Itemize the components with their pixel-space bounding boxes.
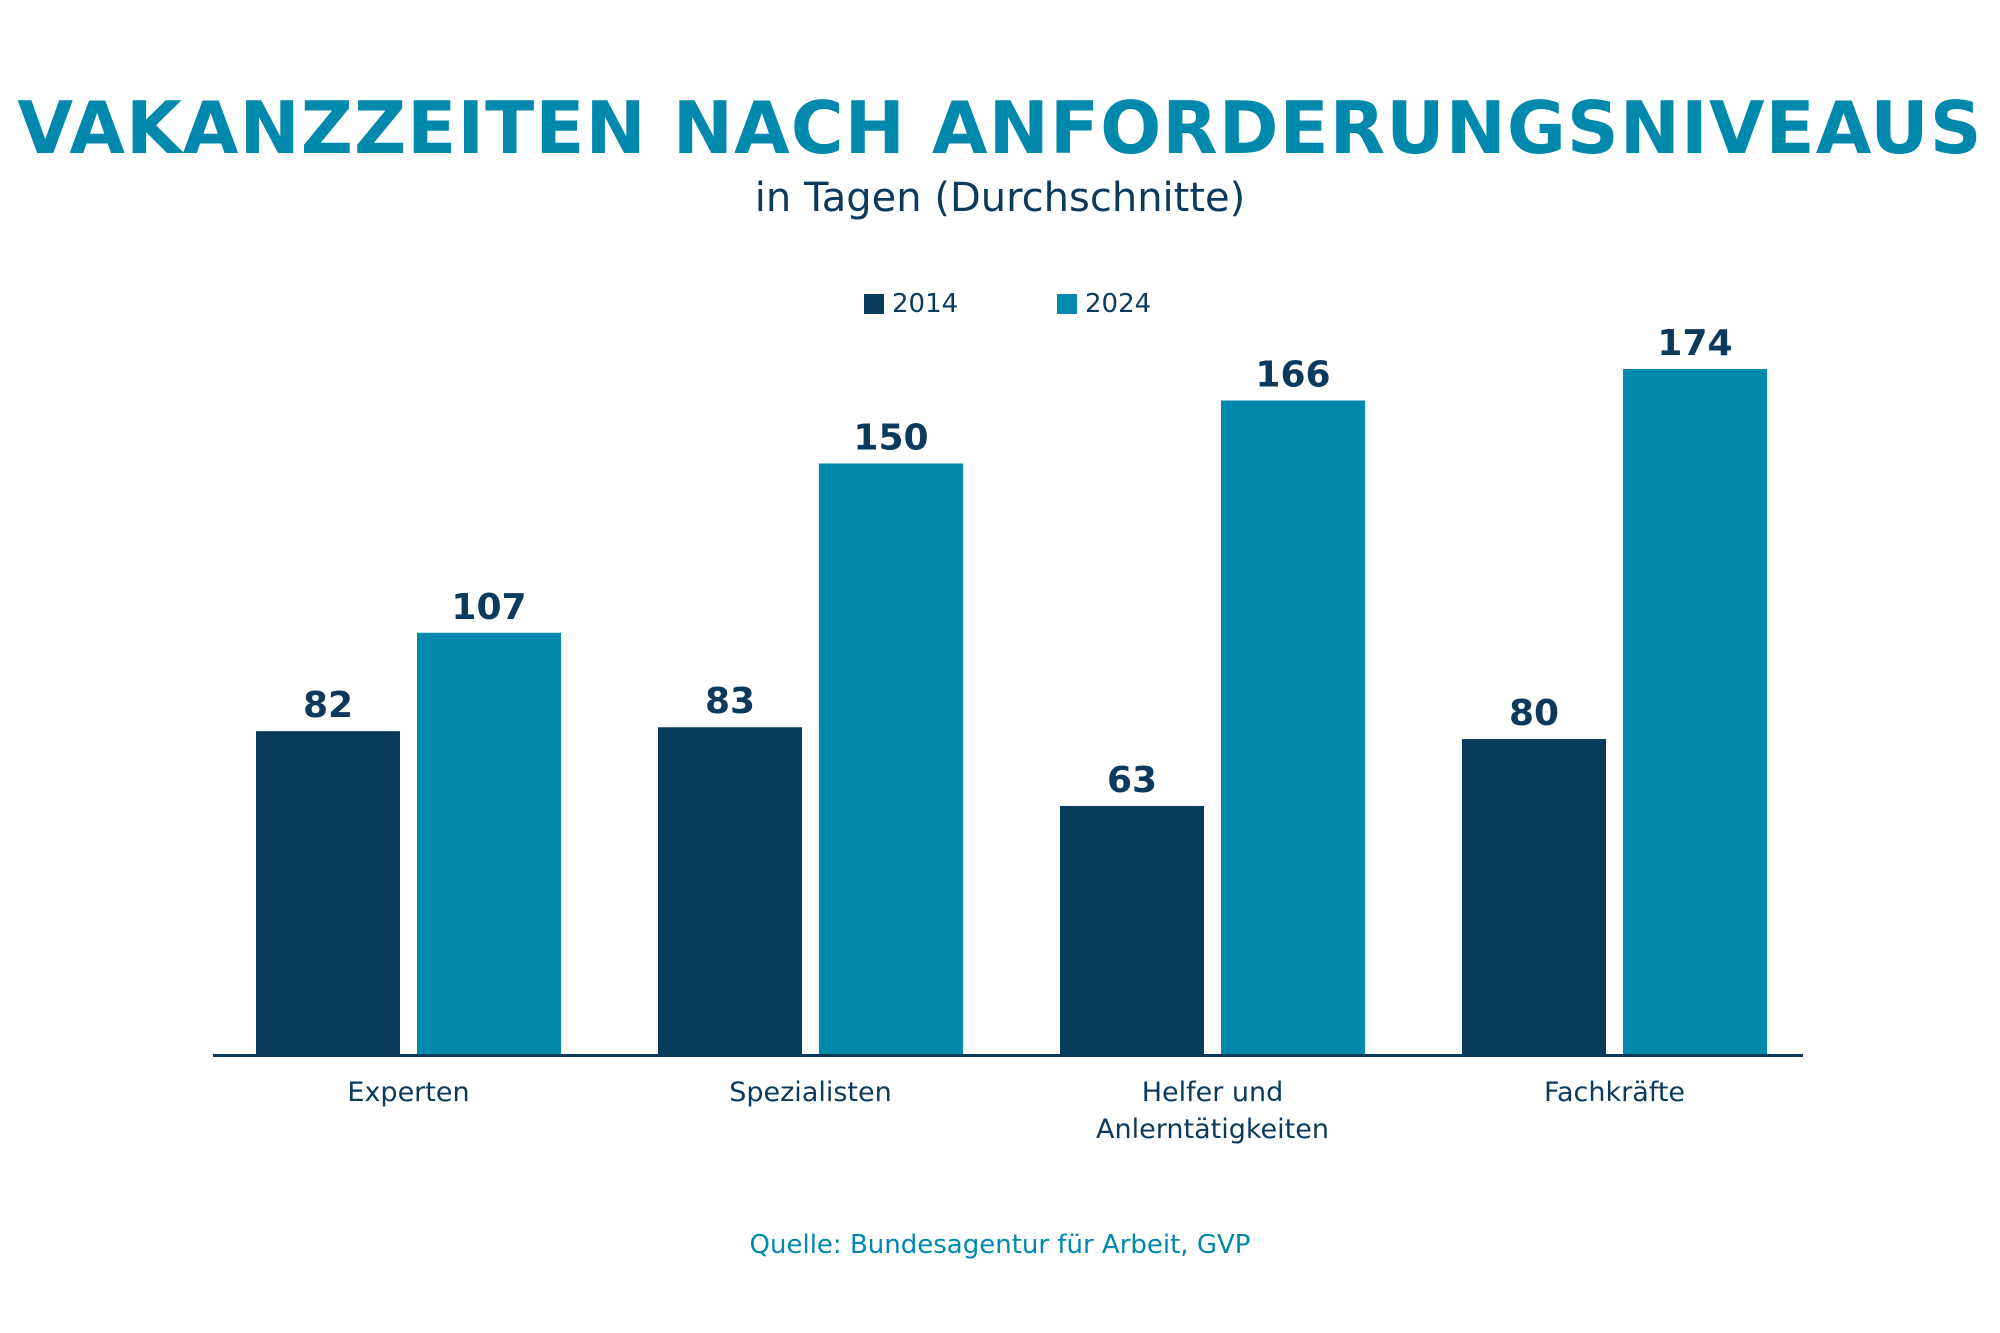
legend-item-2024: 2024 [1057,289,1151,319]
data-label-2014-1: 83 [705,681,755,722]
category-label-1-0: Spezialisten [729,1077,892,1108]
chart-title: VAKANZZEITEN NACH ANFORDERUNGSNIVEAUS [17,86,1983,170]
data-label-2014-2: 63 [1107,760,1157,801]
source-note: Quelle: Bundesagentur für Arbeit, GVP [749,1230,1251,1260]
bar-2014-1 [658,727,802,1054]
legend-label-2014: 2014 [892,289,959,319]
chart-subtitle: in Tagen (Durchschnitte) [754,175,1246,221]
category-label-3-0: Fachkräfte [1544,1077,1685,1108]
data-label-2024-2: 166 [1255,354,1330,395]
bar-2024-2 [1221,400,1365,1054]
data-label-2014-3: 80 [1509,693,1559,734]
legend-swatch-2014 [864,294,884,314]
category-label-2-1: Anlerntätigkeiten [1096,1114,1329,1145]
category-label-2-0: Helfer und [1142,1077,1284,1108]
chart-legend: 2014 2024 [0,289,2000,319]
data-label-2024-3: 174 [1657,323,1732,364]
bar-2014-3 [1462,739,1606,1054]
data-label-2024-1: 150 [853,417,928,458]
category-label-0-0: Experten [347,1077,469,1108]
bar-2014-2 [1060,805,1204,1054]
bar-2024-0 [417,632,561,1054]
bar-2024-1 [819,463,963,1054]
legend-swatch-2024 [1057,294,1077,314]
bar-2014-0 [256,731,400,1054]
data-label-2024-0: 107 [451,587,526,628]
data-label-2014-0: 82 [303,685,353,726]
legend-item-2014: 2014 [864,289,958,319]
bar-2024-3 [1623,369,1767,1054]
legend-label-2024: 2024 [1085,289,1152,319]
